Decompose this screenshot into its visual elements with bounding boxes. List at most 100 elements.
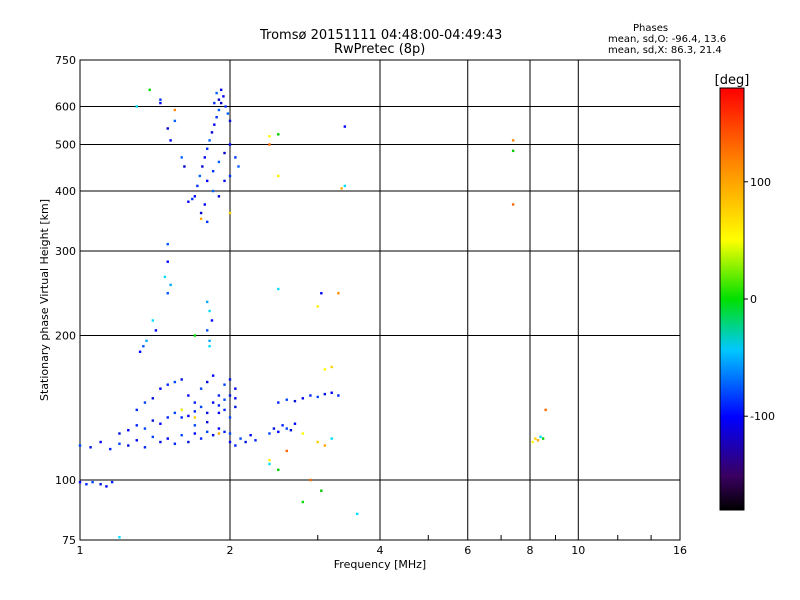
scatter-point (217, 411, 221, 415)
x-tick-label: 2 (227, 544, 234, 557)
scatter-point (228, 211, 232, 215)
scatter-point (301, 432, 305, 435)
scatter-point (541, 437, 545, 440)
scatter-point (180, 156, 183, 159)
scatter-point (234, 444, 237, 447)
scatter-point (213, 101, 216, 105)
scatter-point (143, 446, 147, 449)
x-tick-label: 6 (464, 544, 471, 557)
scatter-point (193, 416, 197, 419)
scatter-point (277, 468, 280, 472)
scatter-point (118, 432, 121, 435)
scatter-point (293, 422, 297, 425)
scatter-point (180, 408, 183, 412)
scatter-point (277, 133, 280, 136)
scatter-point (187, 200, 190, 203)
scatter-point (511, 139, 515, 142)
scatter-point (281, 424, 284, 427)
scatter-point (277, 287, 280, 291)
colorbar-tick-label: -100 (750, 410, 775, 423)
scatter-point (217, 427, 221, 430)
scatter-point (228, 432, 232, 435)
scatter-point (285, 427, 288, 430)
scatter-point (135, 408, 138, 412)
scatter-point (154, 329, 158, 332)
scatter-point (196, 184, 199, 188)
scatter-point (228, 143, 232, 146)
scatter-point (217, 160, 221, 164)
scatter-point (173, 442, 177, 445)
scatter-point (205, 430, 209, 434)
scatter-point (187, 394, 190, 397)
scatter-point (219, 88, 223, 92)
scatter-point (222, 95, 225, 98)
scatter-point (99, 483, 102, 486)
scatter-point (330, 365, 333, 369)
scatter-point (330, 437, 333, 440)
scatter-point (109, 447, 112, 451)
x-tick-label: 1 (77, 544, 84, 557)
scatter-point (199, 217, 203, 221)
scatter-point (143, 401, 147, 404)
scatter-point (193, 401, 197, 404)
scatter-point (228, 416, 232, 419)
scatter-point (127, 444, 130, 447)
scatter-point (205, 179, 209, 183)
x-tick-label: 4 (377, 544, 384, 557)
scatter-point (208, 345, 211, 348)
scatter-point (205, 220, 209, 224)
scatter-point (163, 275, 167, 279)
scatter-point (166, 127, 169, 130)
scatter-point (211, 169, 215, 173)
y-tick-label: 300 (55, 245, 76, 258)
scatter-point (224, 105, 227, 108)
scatter-point (211, 433, 215, 437)
scatter-point (199, 387, 203, 390)
scatter-point (110, 480, 114, 484)
scatter-point (151, 435, 155, 439)
x-tick-label: 10 (571, 544, 585, 557)
y-tick-label: 75 (62, 534, 76, 547)
scatter-point (193, 410, 197, 413)
scatter-point (191, 197, 194, 201)
scatter-point (203, 156, 206, 159)
scatter-point (228, 174, 232, 178)
scatter-point (293, 399, 297, 403)
scatter-point (199, 211, 203, 215)
scatter-point (343, 184, 347, 188)
scatter-point (272, 427, 276, 430)
scatter-point (217, 432, 221, 435)
scatter-point (118, 536, 121, 539)
stats-o-mode: mean, sd,O: -96.4, 13.6 (608, 34, 727, 45)
scatter-point (223, 151, 226, 155)
scatter-point (142, 345, 145, 348)
scatter-point (223, 408, 226, 412)
scatter-point (534, 437, 537, 440)
scatter-point (78, 444, 82, 447)
scatter-point (148, 88, 151, 92)
scatter-point (187, 414, 190, 418)
scatter-point (355, 512, 359, 516)
scatter-point (316, 305, 319, 308)
scatter-point (223, 430, 226, 434)
scatter-point (215, 91, 218, 95)
scatter-point (223, 398, 226, 401)
scatter-point (166, 416, 169, 419)
colorbar-label: [deg] (715, 73, 750, 88)
scatter-point (285, 398, 288, 401)
scatter-point (173, 411, 177, 415)
scatter-point (213, 123, 216, 126)
scatter-point (268, 432, 271, 435)
stats-heading: Phases (633, 23, 669, 34)
scatter-point (217, 108, 221, 112)
scatter-point (159, 101, 162, 105)
scatter-point (127, 429, 130, 432)
scatter-point (166, 292, 169, 295)
scatter-point (337, 394, 340, 397)
scatter-point (173, 119, 177, 123)
stats-x-mode: mean, sd,X: 86.3, 21.4 (608, 45, 722, 56)
scatter-point (226, 112, 230, 115)
scatter-point (277, 174, 280, 178)
scatter-point (323, 368, 327, 371)
